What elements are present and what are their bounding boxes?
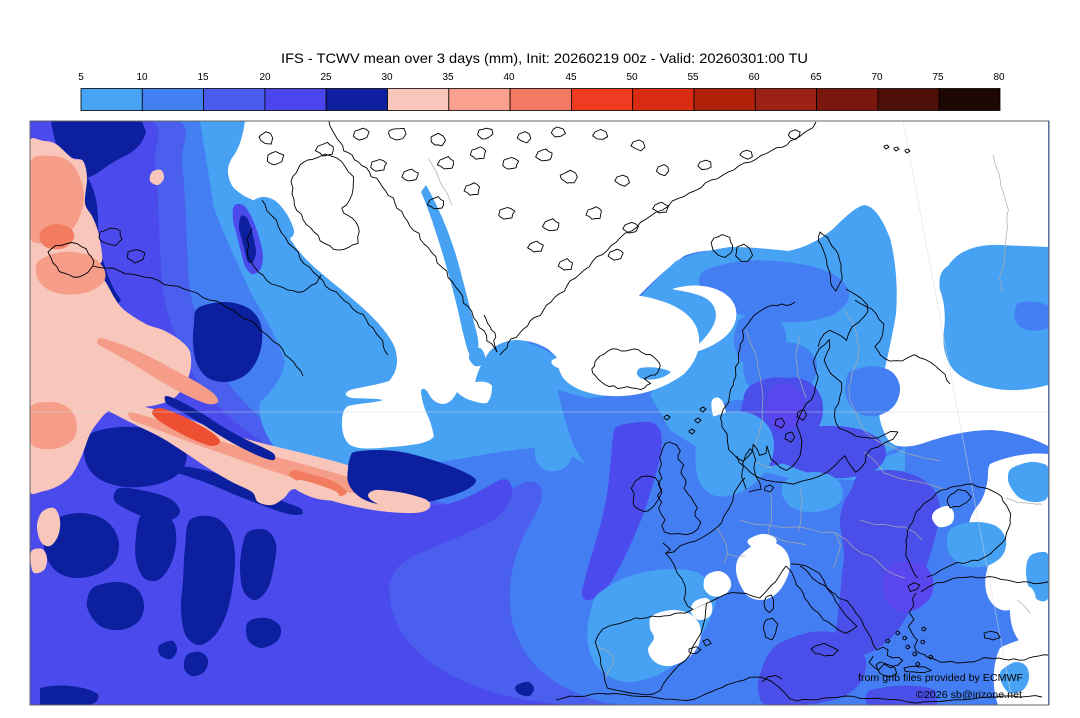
svg-text:50: 50	[626, 72, 638, 83]
svg-text:IFS - TCWV mean over 3 days (m: IFS - TCWV mean over 3 days (mm), Init: …	[281, 50, 808, 66]
svg-text:75: 75	[932, 72, 944, 83]
svg-text:from grib files provided by EC: from grib files provided by ECMWF	[858, 673, 1023, 684]
svg-text:35: 35	[442, 72, 454, 83]
svg-text:30: 30	[381, 72, 393, 83]
svg-text:80: 80	[993, 72, 1005, 83]
svg-text:70: 70	[871, 72, 883, 83]
svg-text:©2026 sb@irizone.net: ©2026 sb@irizone.net	[916, 690, 1022, 701]
svg-text:5: 5	[78, 72, 84, 83]
svg-text:65: 65	[810, 72, 822, 83]
svg-text:15: 15	[197, 72, 209, 83]
svg-text:45: 45	[565, 72, 577, 83]
svg-text:10: 10	[136, 72, 148, 83]
svg-text:60: 60	[748, 72, 760, 83]
svg-text:40: 40	[503, 72, 515, 83]
svg-text:20: 20	[259, 72, 271, 83]
svg-text:55: 55	[687, 72, 699, 83]
svg-text:25: 25	[320, 72, 332, 83]
